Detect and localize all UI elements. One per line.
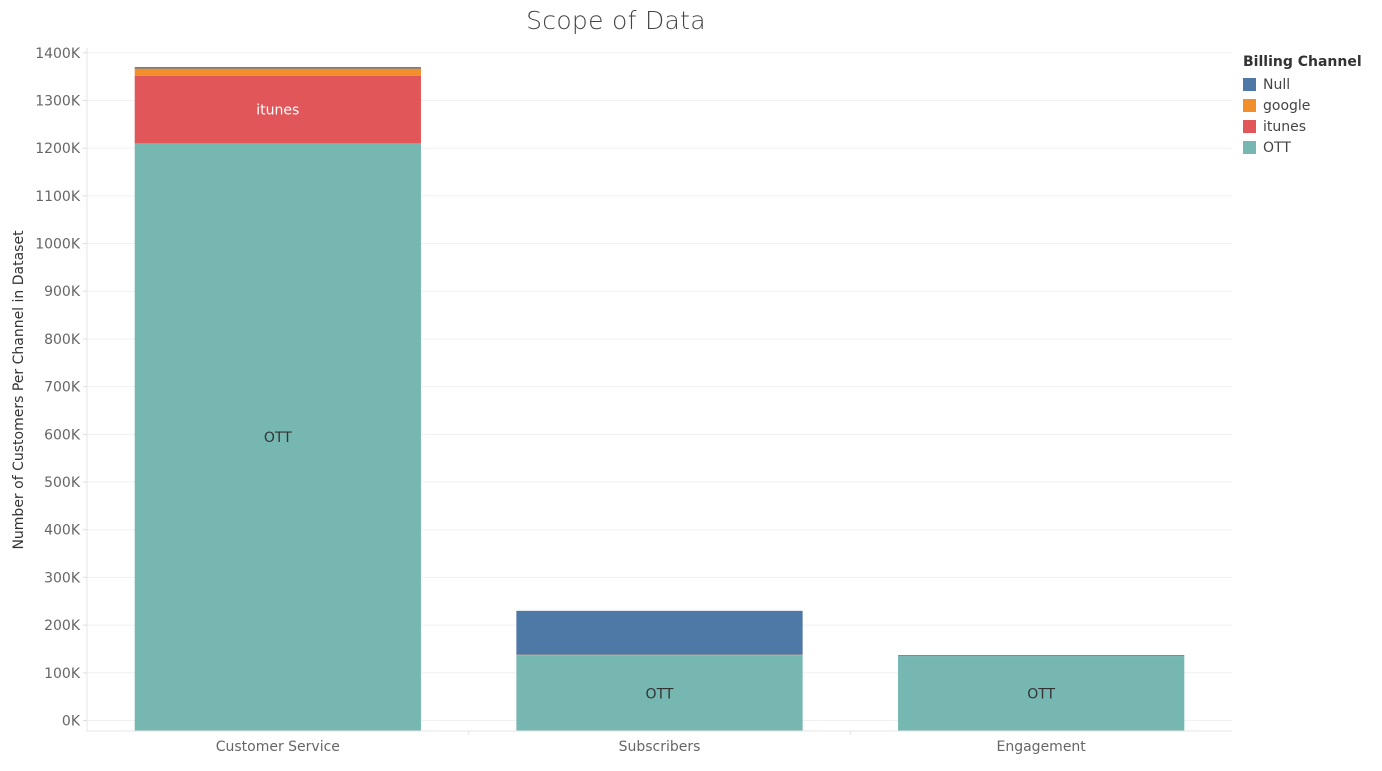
x-axis: Customer Service Subscribers Engagement bbox=[87, 730, 1232, 755]
legend-item-google[interactable]: google bbox=[1243, 95, 1379, 116]
legend-swatch bbox=[1243, 141, 1256, 154]
bar-segment-customer-service-google[interactable] bbox=[134, 68, 421, 76]
legend-swatch bbox=[1243, 120, 1256, 133]
bar-segment-customer-service-ott[interactable] bbox=[134, 143, 421, 732]
legend-item-null[interactable]: Null bbox=[1243, 74, 1379, 95]
y-tick-label: 100K bbox=[44, 666, 81, 682]
y-tick-label: 600K bbox=[44, 427, 81, 443]
y-axis-title: Number of Customers Per Channel in Datas… bbox=[11, 230, 27, 550]
legend-item-ott[interactable]: OTT bbox=[1243, 137, 1379, 158]
legend-swatch bbox=[1243, 78, 1256, 91]
y-axis: 0K 100K 200K 300K 400K 500K 600K 700K 800K 900K 10… bbox=[35, 46, 88, 731]
legend[interactable]: Billing Channel Null google itunes OTT bbox=[1243, 54, 1379, 158]
bar-segment-subscribers-google[interactable] bbox=[516, 654, 803, 656]
bar-segment-engagement-ott[interactable] bbox=[898, 656, 1185, 731]
bars bbox=[134, 67, 1185, 732]
bar-label: OTT bbox=[646, 686, 674, 702]
y-tick-label: 300K bbox=[44, 570, 81, 586]
y-tick-label: 800K bbox=[44, 332, 81, 348]
y-tick-label: 1400K bbox=[35, 46, 81, 62]
legend-label: google bbox=[1263, 97, 1311, 114]
y-tick-label: 400K bbox=[44, 523, 81, 539]
y-tick-label: 1200K bbox=[35, 141, 81, 157]
bar-label: itunes bbox=[256, 103, 299, 119]
bar-label: OTT bbox=[1027, 687, 1055, 703]
chart-title: Scope of Data bbox=[526, 6, 706, 35]
legend-swatch bbox=[1243, 99, 1256, 112]
legend-title: Billing Channel bbox=[1243, 54, 1362, 70]
bar-segment-customer-service-itunes[interactable] bbox=[134, 75, 421, 144]
y-tick-label: 900K bbox=[44, 284, 81, 300]
y-tick-label: 200K bbox=[44, 618, 81, 634]
y-tick-label: 0K bbox=[62, 714, 81, 730]
legend-label: itunes bbox=[1263, 118, 1307, 135]
bar-label: OTT bbox=[264, 430, 292, 446]
x-tick-label: Subscribers bbox=[619, 739, 701, 755]
y-tick-label: 1000K bbox=[35, 237, 81, 253]
bar-segment-engagement-null[interactable] bbox=[898, 655, 1185, 657]
bar-segment-subscribers-ott[interactable] bbox=[516, 655, 803, 731]
bar-segment-subscribers-null[interactable] bbox=[516, 610, 803, 655]
legend-label: OTT bbox=[1263, 139, 1291, 156]
y-tick-label: 700K bbox=[44, 380, 81, 396]
y-tick-label: 500K bbox=[44, 475, 81, 491]
x-tick-label: Customer Service bbox=[216, 739, 340, 755]
legend-label: Null bbox=[1263, 76, 1291, 93]
y-tick-label: 1300K bbox=[35, 93, 81, 109]
bar-segment-customer-service-null[interactable] bbox=[134, 67, 421, 69]
x-tick-label: Engagement bbox=[997, 739, 1087, 755]
legend-items: Null google itunes OTT bbox=[1243, 74, 1379, 158]
legend-item-itunes[interactable]: itunes bbox=[1243, 116, 1379, 137]
y-tick-label: 1100K bbox=[35, 189, 81, 205]
bar-labels: OTT itunes OTT OTT bbox=[256, 103, 1055, 703]
